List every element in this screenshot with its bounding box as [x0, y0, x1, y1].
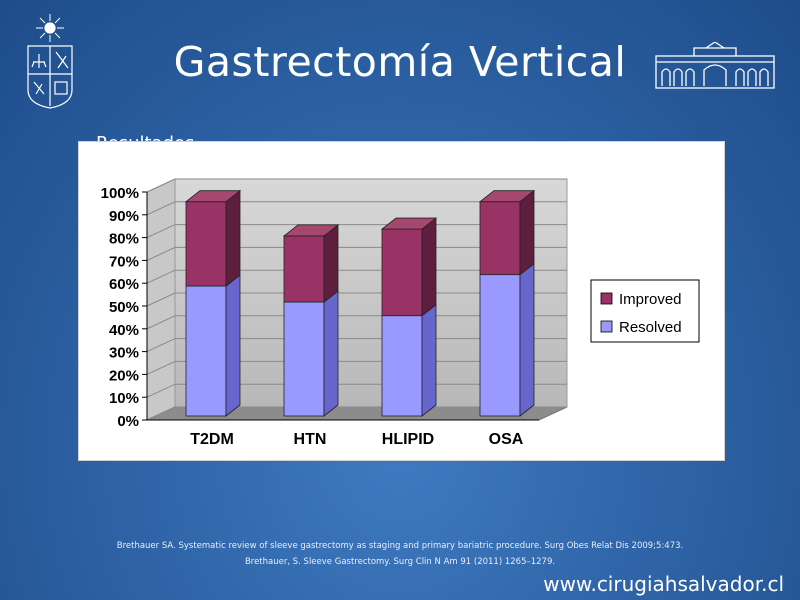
reference-1: Brethauer SA. Systematic review of sleev…: [116, 541, 684, 551]
y-tick-label: 80%: [109, 231, 139, 248]
bar-improved-htn: [283, 235, 325, 303]
gridline: [146, 406, 567, 421]
bar-improved-osa: [479, 201, 521, 276]
university-seal-icon: [27, 14, 73, 109]
y-tick-label: 10%: [109, 390, 139, 407]
bar-improved-t2dm-side: [225, 189, 241, 287]
bar-resolved-hlipid-side: [421, 303, 437, 417]
bar-resolved-osa: [479, 274, 521, 417]
bar-resolved-htn-side: [323, 290, 339, 417]
bar-resolved-osa-side: [519, 262, 535, 417]
slide-title: Gastrectomía Vertical: [173, 38, 627, 86]
bar-improved-t2dm: [185, 201, 227, 287]
x-tick-label-osa: OSA: [489, 431, 524, 448]
building-logo-icon: [655, 42, 775, 89]
y-tick-label: 20%: [109, 367, 139, 384]
bar-improved-htn-side: [323, 224, 339, 303]
stacked-bar-chart: 0% 10% 20% 30% 40% 50% 60% 70% 80% 90% 100% T2DM HT…: [101, 178, 700, 448]
references: Brethauer SA. Systematic review of sleev…: [0, 538, 800, 570]
x-tick-label-t2dm: T2DM: [190, 431, 234, 448]
reference-2: Brethauer, S. Sleeve Gastrectomy. Surg C…: [244, 557, 556, 567]
website-url: www.cirugiahsalvador.cl: [543, 572, 784, 596]
y-tick-label: 40%: [109, 322, 139, 339]
y-tick-label: 90%: [109, 208, 139, 225]
y-tick-label: 0%: [117, 413, 139, 430]
bar-resolved-hlipid: [381, 315, 423, 417]
y-tick-label: 100%: [101, 185, 139, 202]
bar-improved-osa-side: [519, 189, 535, 276]
bar-resolved-t2dm: [185, 285, 227, 417]
x-tick-label-htn: HTN: [294, 431, 327, 448]
y-tick-label: 60%: [109, 276, 139, 293]
bar-improved-hlipid-top: [380, 217, 438, 230]
legend-label-resolved: Resolved: [619, 319, 682, 336]
bar-improved-osa-top: [478, 190, 536, 203]
chart-container: 0% 10% 20% 30% 40% 50% 60% 70% 80% 90% 100% T2DM HT…: [78, 141, 725, 461]
legend-label-improved: Improved: [619, 291, 682, 308]
y-tick-label: 70%: [109, 253, 139, 270]
gridline: [146, 178, 567, 193]
gridline: [146, 201, 567, 216]
legend-swatch-resolved: [600, 320, 613, 333]
bar-improved-t2dm-top: [184, 190, 242, 203]
bar-resolved-htn: [283, 301, 325, 417]
x-tick-label-hlipid: HLIPID: [382, 431, 434, 448]
bar-resolved-t2dm-side: [225, 274, 241, 417]
y-tick-label: 30%: [109, 345, 139, 362]
legend-swatch-improved: [600, 292, 613, 305]
y-tick-label: 50%: [109, 299, 139, 316]
bar-improved-hlipid: [381, 228, 423, 317]
bar-improved-hlipid-side: [421, 217, 437, 317]
bar-improved-htn-top: [282, 224, 340, 237]
